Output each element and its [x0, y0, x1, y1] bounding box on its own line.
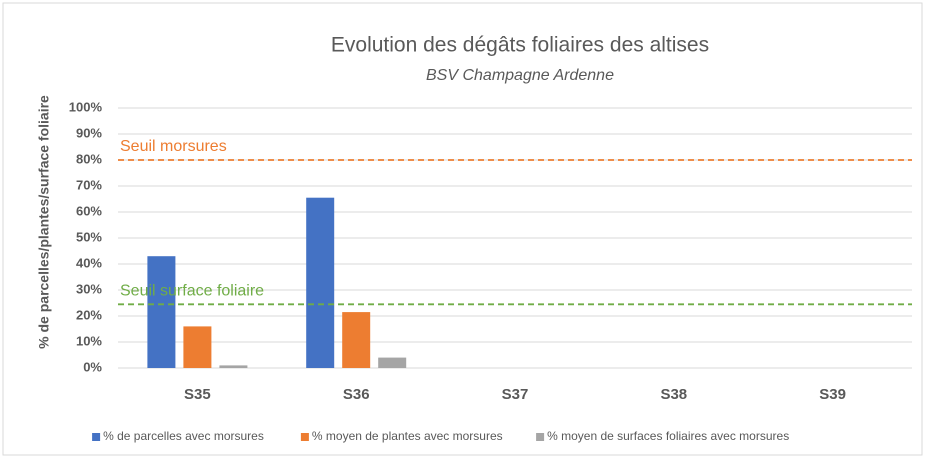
y-axis-label: % de parcelles/plantes/surface foliaire — [36, 95, 52, 349]
bar — [342, 312, 371, 368]
y-tick-label: 100% — [69, 99, 103, 114]
legend-label: % moyen de surfaces foliaires avec morsu… — [547, 429, 789, 443]
y-tick-label: 80% — [76, 151, 102, 166]
y-tick-label: 60% — [76, 203, 102, 218]
chart-title: Evolution des dégâts foliaires des altis… — [331, 34, 709, 57]
y-tick-label: 20% — [76, 307, 102, 322]
legend-label: % de parcelles avec morsures — [103, 429, 264, 443]
bar — [219, 365, 248, 368]
bar — [183, 326, 212, 368]
x-tick-label: S38 — [660, 386, 687, 403]
bar — [306, 197, 335, 368]
legend-swatch — [92, 433, 101, 441]
y-tick-label: 0% — [83, 359, 102, 374]
x-tick-label: S39 — [819, 386, 846, 403]
legend-swatch — [300, 433, 309, 441]
threshold-label: Seuil surface foliaire — [120, 283, 264, 300]
y-tick-label: 50% — [76, 229, 102, 244]
y-tick-label: 90% — [76, 125, 102, 140]
y-tick-label: 10% — [76, 333, 102, 348]
legend-label: % moyen de plantes avec morsures — [312, 429, 503, 443]
x-tick-label: S35 — [184, 386, 211, 403]
x-tick-label: S36 — [343, 386, 370, 403]
y-tick-label: 30% — [76, 281, 102, 296]
y-tick-label: 70% — [76, 177, 102, 192]
bar — [378, 357, 407, 368]
x-tick-label: S37 — [502, 386, 529, 403]
legend-swatch — [536, 433, 545, 441]
threshold-label: Seuil morsures — [120, 138, 227, 155]
chart-subtitle: BSV Champagne Ardenne — [426, 67, 614, 84]
y-tick-label: 40% — [76, 255, 102, 270]
bar — [147, 256, 176, 368]
